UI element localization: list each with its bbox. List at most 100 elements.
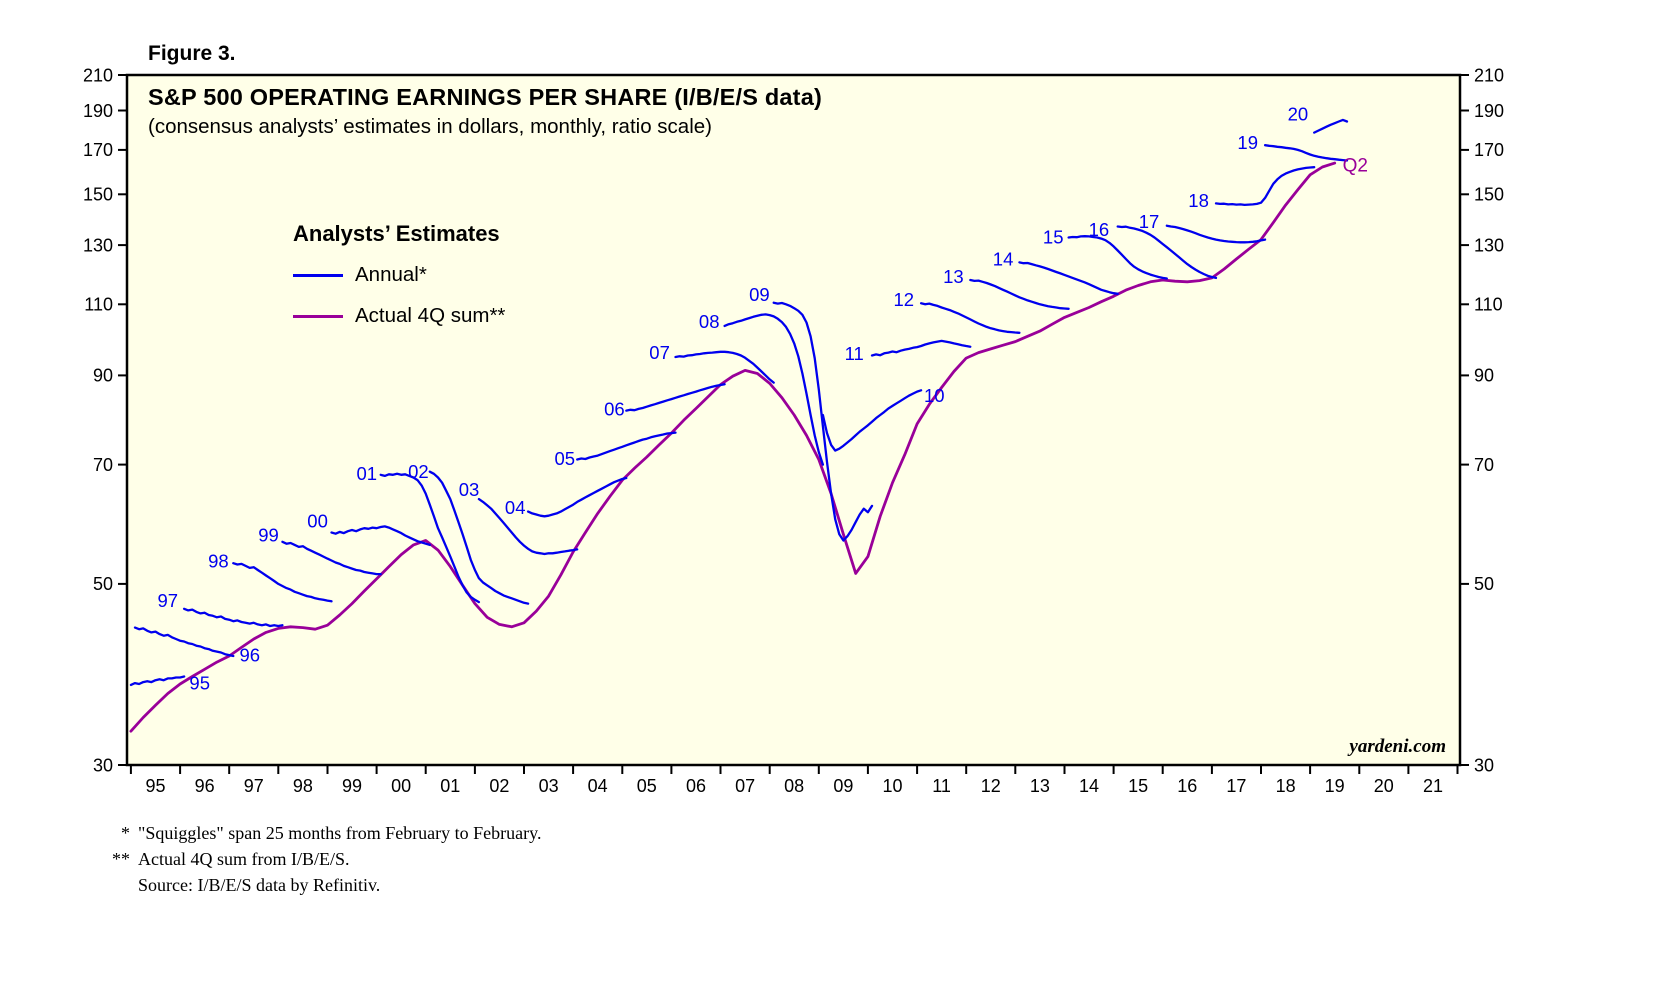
squiggle-label-18: 18 [1188,190,1209,211]
squiggle-label-04: 04 [505,497,526,518]
y-tick-label: 30 [93,755,113,775]
squiggle-04 [526,476,628,518]
squiggle-label-06: 06 [604,398,625,419]
x-tick-label: 06 [686,776,706,796]
squiggle-16 [1116,225,1218,280]
y-tick-label: 150 [1474,185,1504,205]
squiggle-label-02: 02 [408,461,429,482]
footnote-mark: ** [112,849,130,869]
squiggle-label-01: 01 [357,463,378,484]
squiggle-15 [1067,235,1168,280]
squiggle-label-14: 14 [993,248,1014,269]
squiggle-label-12: 12 [894,289,915,310]
x-tick-label: 03 [539,776,559,796]
squiggle-18 [1214,166,1316,207]
squiggle-label-20: 20 [1288,104,1309,125]
squiggle-09 [772,301,874,542]
x-tick-label: 07 [735,776,755,796]
actual-line-swatch [293,314,343,318]
legend-header: Analysts’ Estimates [293,221,500,246]
squiggle-98 [232,562,333,603]
figure-label: Figure 3. [148,42,236,65]
x-tick-label: 11 [932,776,951,796]
footnote-mark: * [121,823,130,843]
squiggle-label-08: 08 [699,311,720,332]
footnotes: * "Squiggles" span 25 months from Februa… [92,820,541,898]
squiggle-label-98: 98 [208,551,229,572]
plot-frame [125,73,1462,767]
squiggle-label-05: 05 [555,448,576,469]
watermark: yardeni.com [1349,736,1446,757]
squiggle-label-15: 15 [1043,226,1064,247]
x-tick-label: 01 [440,776,460,796]
squiggle-14 [1018,261,1119,295]
y-tick-label: 30 [1474,755,1494,775]
chart-subtitle: (consensus analysts’ estimates in dollar… [148,115,712,138]
footnote-text: "Squiggles" span 25 months from February… [138,823,542,843]
y-tick-label: 110 [1474,295,1503,315]
y-axis-right: 30 50 70 90 110 130 150 170 190 210 [1460,65,1504,775]
x-tick-label: 09 [833,776,853,796]
squiggle-19 [1263,144,1349,162]
legend-item-annual: Annual* [293,263,505,287]
squiggle-label-03: 03 [459,479,480,500]
annual-line-swatch [293,273,343,277]
y-tick-label: 90 [1474,366,1494,386]
x-tick-label: 12 [981,776,1001,796]
squiggle-20 [1313,118,1349,134]
footnote-actual: ** Actual 4Q sum from I/B/E/S. [92,846,541,872]
y-tick-label: 190 [1474,101,1504,121]
squiggle-10 [821,389,923,452]
squiggle-07 [674,350,775,384]
squiggle-label-99: 99 [258,524,279,545]
x-tick-label: 13 [1030,776,1050,796]
y-tick-label: 110 [84,295,113,315]
x-tick-label: 98 [293,776,313,796]
x-tick-label: 14 [1079,776,1099,796]
y-tick-label: 70 [1474,455,1494,475]
squiggle-02 [428,470,530,605]
squiggle-17 [1165,224,1267,244]
squiggle-label-13: 13 [943,266,964,287]
y-tick-label: 50 [1474,574,1494,594]
actual-4q-sum-line [129,161,1337,733]
footnote-source: Source: I/B/E/S data by Refinitiv. [92,872,541,898]
x-tick-label: 20 [1374,776,1394,796]
squiggle-96 [133,626,235,658]
x-tick-label: 02 [489,776,509,796]
x-tick-label: 15 [1128,776,1148,796]
squiggle-label-16: 16 [1089,219,1110,240]
x-tick-label: 97 [244,776,264,796]
actual-end-label: Q2 [1343,155,1368,176]
squiggle-label-07: 07 [649,342,670,363]
legend: Analysts’ Estimates Annual* Actual 4Q su… [293,221,505,345]
squiggle-08 [723,313,825,466]
y-axis-left: 30 50 70 90 110 130 150 170 190 210 [83,65,127,775]
footnote-squiggles: * "Squiggles" span 25 months from Februa… [92,820,541,846]
squiggle-label-17: 17 [1139,211,1160,232]
y-tick-label: 210 [1474,65,1504,85]
chart-title: S&P 500 OPERATING EARNINGS PER SHARE (I/… [148,84,822,110]
y-tick-label: 190 [83,101,113,121]
squiggle-13 [969,278,1070,310]
x-tick-label: 04 [588,776,608,796]
x-tick-label: 96 [195,776,215,796]
squiggle-11 [870,339,972,357]
y-tick-label: 150 [83,185,113,205]
squiggle-label-97: 97 [158,590,179,611]
x-tick-label: 17 [1226,776,1246,796]
y-tick-label: 130 [83,235,113,255]
x-tick-label: 99 [342,776,362,796]
plot-area [127,75,1460,765]
y-tick-label: 90 [93,366,113,386]
footnote-mark [92,872,130,898]
squiggle-06 [625,383,726,412]
squiggle-label-19: 19 [1237,132,1258,153]
squiggle-01 [379,472,481,604]
y-tick-label: 70 [93,455,113,475]
squiggle-label-11: 11 [845,343,864,364]
squiggle-label-09: 09 [749,284,770,305]
x-tick-label: 95 [145,776,165,796]
squiggle-label-95: 95 [189,673,210,694]
